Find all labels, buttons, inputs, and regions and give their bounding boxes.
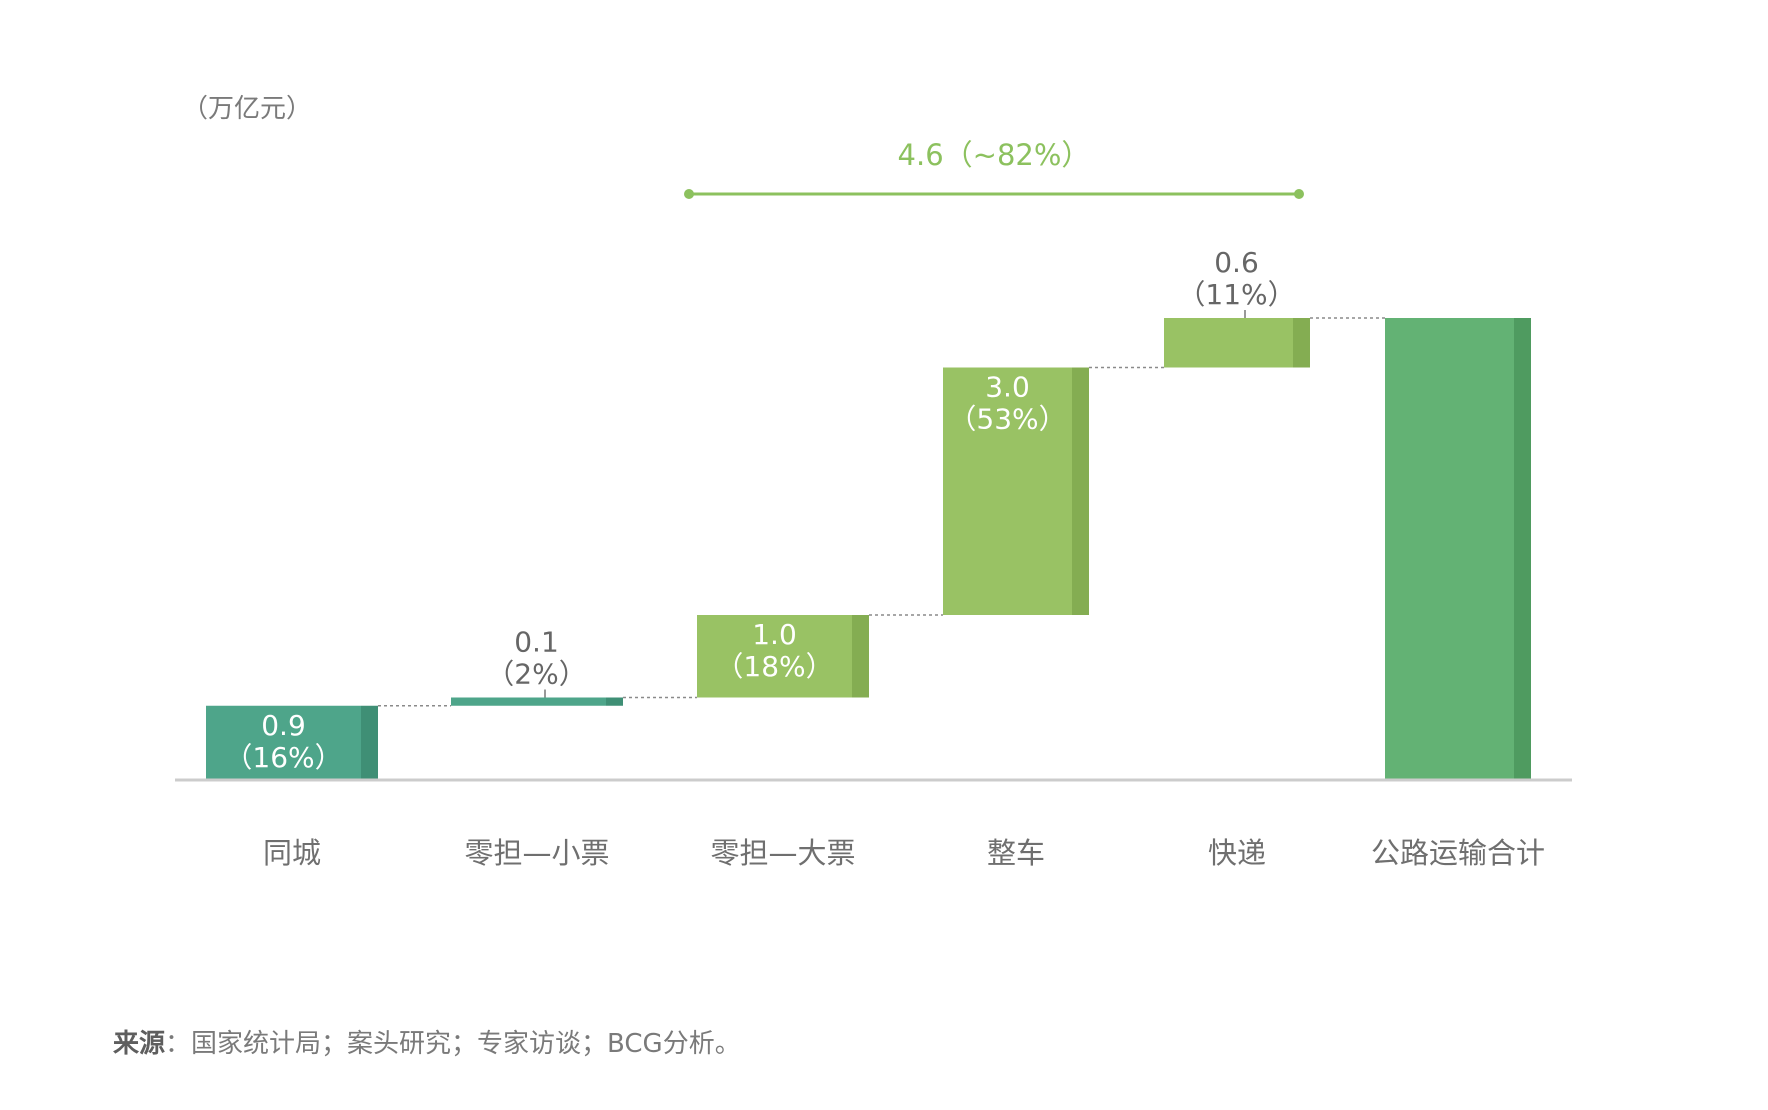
bar-side <box>852 615 869 698</box>
bar-side <box>1293 318 1310 368</box>
category-label: 零担—小票 <box>464 836 609 870</box>
source-label: 来源 <box>113 1029 166 1059</box>
bar-2 <box>451 697 623 706</box>
bar-face <box>206 705 361 780</box>
share-label: （11%） <box>1177 278 1295 311</box>
bar-5 <box>1164 318 1310 368</box>
value-label: 0.9 <box>261 709 306 742</box>
value-label: 5.6 <box>1427 263 1472 296</box>
category-label: 快递 <box>1208 836 1266 870</box>
value-label: 3.0 <box>985 371 1030 404</box>
share-label: （2%） <box>486 658 586 691</box>
value-label: 0.1 <box>514 626 559 659</box>
bar-face <box>697 615 852 698</box>
source-text: ：国家统计局；案头研究；专家访谈；BCG分析。 <box>165 1029 741 1059</box>
bracket-end <box>1294 189 1304 199</box>
bar-6 <box>1385 318 1531 780</box>
bar-side <box>1514 318 1531 780</box>
bar-face <box>451 697 606 706</box>
bar-3 <box>697 615 869 698</box>
bracket-end <box>684 189 694 199</box>
value-label: 0.6 <box>1214 246 1259 279</box>
unit-label: （万亿元） <box>182 94 312 124</box>
bar-face <box>1164 318 1293 368</box>
bracket-label: 4.6（~82%） <box>898 138 1091 172</box>
source-note: 来源：国家统计局；案头研究；专家访谈；BCG分析。 <box>113 1023 741 1060</box>
share-label: （18%） <box>715 650 833 683</box>
share-label: （16%） <box>224 741 342 774</box>
bar-side <box>606 697 623 706</box>
share-label: （53%） <box>948 403 1066 436</box>
bar-face <box>943 367 1072 615</box>
bar-1 <box>206 705 378 780</box>
bar-side <box>361 705 378 780</box>
bar-4 <box>943 367 1089 615</box>
category-label: 公路运输合计 <box>1371 836 1545 870</box>
bar-side <box>1072 367 1089 615</box>
category-label: 同城 <box>263 836 321 870</box>
value-label: 1.0 <box>752 618 797 651</box>
category-label: 整车 <box>987 836 1045 870</box>
bar-face <box>1385 318 1514 780</box>
category-label: 零担—大票 <box>710 836 855 870</box>
